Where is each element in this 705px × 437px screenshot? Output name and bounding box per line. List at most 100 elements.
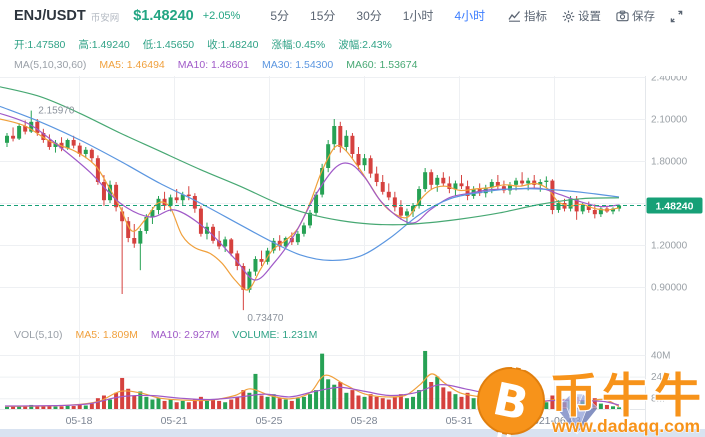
y-axis-tick: 0.90000 — [651, 283, 688, 294]
candle-body — [338, 126, 343, 147]
y-axis-tick: 1.80000 — [651, 157, 688, 168]
volume-bar — [192, 399, 197, 409]
low-value: 低:1.45650 — [142, 39, 195, 51]
candle-body — [380, 182, 385, 192]
volume-bar — [544, 402, 549, 409]
candle-body — [465, 186, 470, 196]
candle-body — [120, 211, 125, 222]
volume-bar — [350, 390, 355, 409]
volume-bar — [217, 400, 222, 409]
close-value: 收:1.48240 — [207, 39, 259, 51]
timeframe-tabs: 5分 15分 30分 1小时 4小时 — [270, 7, 485, 24]
volume-bar — [35, 405, 40, 409]
y-axis-tick: 2.10000 — [651, 115, 688, 126]
fullscreen-button[interactable] — [670, 10, 683, 23]
candle-body — [71, 140, 76, 146]
candle-body — [301, 225, 306, 234]
ma-line-ma10 — [0, 112, 620, 281]
volume-bar — [429, 382, 434, 409]
volume-bar — [441, 387, 446, 409]
volume-bar — [186, 402, 191, 409]
candle-body — [253, 259, 258, 272]
candle-body — [308, 212, 312, 226]
x-axis-label: 05-18 — [66, 415, 93, 427]
tab-15min[interactable]: 15分 — [310, 9, 336, 23]
volume-bar — [126, 388, 131, 409]
camera-icon — [616, 10, 629, 22]
tab-5min[interactable]: 5分 — [270, 9, 290, 23]
candle-body — [562, 203, 567, 209]
volume-bar — [108, 399, 113, 409]
candle-body — [35, 121, 40, 133]
volume-bar — [5, 406, 9, 409]
volume-bar — [526, 403, 531, 409]
expand-icon — [670, 10, 683, 23]
candle-body — [501, 186, 506, 191]
candle-body — [5, 135, 9, 143]
y-axis: 2.40000 2.10000 1.80000 1.20000 0.90000 40M 24… — [651, 73, 688, 405]
volume-bar — [65, 405, 70, 409]
indicator-button[interactable]: 指标 — [508, 8, 547, 24]
candle-body — [235, 253, 240, 266]
volume-bar — [17, 406, 22, 409]
candle-body — [598, 208, 603, 215]
volume-bar — [598, 403, 603, 409]
candle-body — [362, 158, 367, 166]
candle-body — [150, 210, 155, 217]
volume-bar — [114, 392, 119, 409]
volume-bar — [47, 406, 52, 409]
candle-body — [495, 182, 500, 187]
ma-lines — [0, 86, 620, 408]
candle-body — [217, 240, 222, 247]
tab-1hour[interactable]: 1小时 — [402, 9, 434, 23]
volume-bar — [404, 398, 409, 409]
candle-body — [526, 180, 531, 184]
candle-body — [283, 238, 288, 247]
y-axis-tick: 1.20000 — [651, 241, 688, 252]
candle-body — [101, 182, 106, 201]
tab-30min[interactable]: 30分 — [356, 9, 382, 23]
settings-button[interactable]: 设置 — [562, 8, 601, 24]
volume-bar — [259, 395, 264, 409]
bottom-scrollbar — [0, 429, 705, 437]
volume-bar — [204, 400, 209, 409]
volume-bar — [295, 398, 300, 409]
candle-body — [320, 168, 325, 195]
indicator-chart-icon — [508, 10, 521, 22]
volume-axis-tick: 8M — [651, 394, 665, 405]
candle-body — [23, 126, 28, 132]
candle-body — [368, 158, 373, 174]
volume-bar — [283, 399, 288, 409]
volume-bar — [198, 396, 203, 409]
candle-body — [53, 142, 58, 147]
price-badge-text: 1.48240 — [656, 200, 694, 212]
candle-body — [241, 266, 246, 290]
volume-bar — [550, 395, 555, 409]
candle-body — [532, 180, 537, 185]
candle-body — [223, 239, 228, 247]
volume-bar — [392, 396, 397, 409]
volume-bar — [447, 391, 452, 409]
candle-body — [314, 194, 319, 213]
volume-bar — [356, 395, 361, 409]
low-annotation: 0.73470 — [247, 313, 284, 324]
volume-bar — [471, 398, 476, 409]
candle-body — [259, 259, 264, 262]
volume-bar — [253, 373, 258, 409]
ma30-value: MA30: 1.54300 — [261, 59, 334, 71]
candle-body — [556, 203, 561, 210]
volume-bar — [368, 394, 373, 409]
candle-body — [180, 194, 185, 201]
tab-4hour[interactable]: 4小时 — [454, 9, 486, 23]
toolbar-actions: 指标 设置 保存 — [508, 7, 683, 25]
save-snapshot-button[interactable]: 保存 — [616, 8, 655, 24]
candle-body — [168, 197, 173, 206]
volume-bar — [132, 395, 137, 409]
candle-body — [192, 196, 197, 209]
candle-body — [211, 226, 216, 241]
chart-header: ENJ/USDT 币安网 $1.48240 +2.05% 5分 15分 30分 … — [0, 0, 705, 76]
volume-bar — [489, 399, 494, 409]
volume-bar — [83, 405, 88, 409]
volume-bar — [89, 403, 94, 409]
